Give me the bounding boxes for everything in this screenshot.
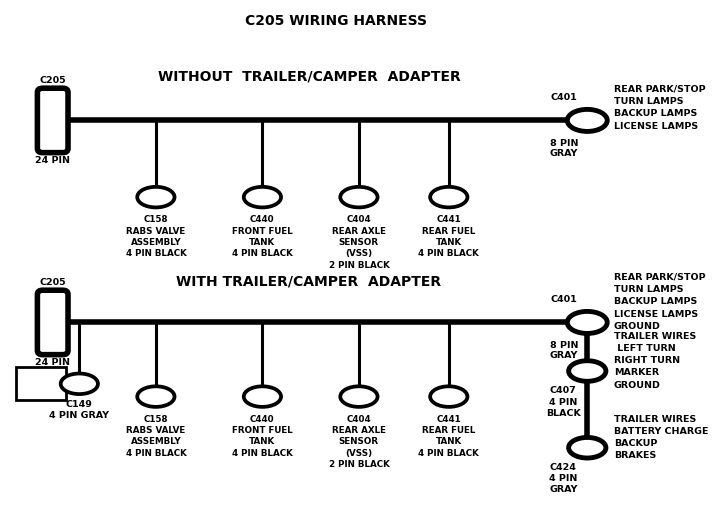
Ellipse shape bbox=[569, 437, 606, 458]
Text: C404
REAR AXLE
SENSOR
(VSS)
2 PIN BLACK: C404 REAR AXLE SENSOR (VSS) 2 PIN BLACK bbox=[328, 415, 390, 469]
Ellipse shape bbox=[341, 187, 377, 207]
Text: C441
REAR FUEL
TANK
4 PIN BLACK: C441 REAR FUEL TANK 4 PIN BLACK bbox=[418, 215, 480, 258]
Text: TRAILER WIRES
 LEFT TURN
RIGHT TURN
MARKER
GROUND: TRAILER WIRES LEFT TURN RIGHT TURN MARKE… bbox=[614, 332, 696, 390]
Text: GRAY: GRAY bbox=[550, 149, 578, 158]
Text: C149
4 PIN GRAY: C149 4 PIN GRAY bbox=[50, 400, 109, 420]
Text: C424
4 PIN
GRAY: C424 4 PIN GRAY bbox=[549, 463, 577, 494]
Text: C205 WIRING HARNESS: C205 WIRING HARNESS bbox=[245, 13, 427, 28]
Text: C441
REAR FUEL
TANK
4 PIN BLACK: C441 REAR FUEL TANK 4 PIN BLACK bbox=[418, 415, 480, 458]
Text: C205: C205 bbox=[40, 75, 66, 85]
Text: TRAILER WIRES
BATTERY CHARGE
BACKUP
BRAKES: TRAILER WIRES BATTERY CHARGE BACKUP BRAK… bbox=[614, 415, 708, 460]
Text: WITHOUT  TRAILER/CAMPER  ADAPTER: WITHOUT TRAILER/CAMPER ADAPTER bbox=[158, 70, 460, 84]
Text: TRAILER
RELAY
BOX: TRAILER RELAY BOX bbox=[21, 369, 61, 399]
Text: WITH TRAILER/CAMPER  ADAPTER: WITH TRAILER/CAMPER ADAPTER bbox=[176, 275, 441, 288]
Text: C158
RABS VALVE
ASSEMBLY
4 PIN BLACK: C158 RABS VALVE ASSEMBLY 4 PIN BLACK bbox=[125, 215, 186, 258]
Text: GRAY: GRAY bbox=[550, 352, 578, 360]
Ellipse shape bbox=[430, 187, 467, 207]
Text: REAR PARK/STOP
TURN LAMPS
BACKUP LAMPS
LICENSE LAMPS: REAR PARK/STOP TURN LAMPS BACKUP LAMPS L… bbox=[614, 84, 706, 131]
FancyBboxPatch shape bbox=[37, 290, 68, 355]
Text: C440
FRONT FUEL
TANK
4 PIN BLACK: C440 FRONT FUEL TANK 4 PIN BLACK bbox=[232, 215, 293, 258]
Text: C440
FRONT FUEL
TANK
4 PIN BLACK: C440 FRONT FUEL TANK 4 PIN BLACK bbox=[232, 415, 293, 458]
Text: C401: C401 bbox=[551, 93, 577, 102]
Text: 24 PIN: 24 PIN bbox=[35, 358, 71, 367]
Text: C407
4 PIN
BLACK: C407 4 PIN BLACK bbox=[546, 386, 580, 418]
Ellipse shape bbox=[567, 311, 607, 333]
Text: C158
RABS VALVE
ASSEMBLY
4 PIN BLACK: C158 RABS VALVE ASSEMBLY 4 PIN BLACK bbox=[125, 415, 186, 458]
Ellipse shape bbox=[60, 373, 98, 394]
Ellipse shape bbox=[138, 187, 174, 207]
Ellipse shape bbox=[244, 386, 281, 407]
Ellipse shape bbox=[341, 386, 377, 407]
Ellipse shape bbox=[430, 386, 467, 407]
Text: C404
REAR AXLE
SENSOR
(VSS)
2 PIN BLACK: C404 REAR AXLE SENSOR (VSS) 2 PIN BLACK bbox=[328, 215, 390, 270]
Text: 24 PIN: 24 PIN bbox=[35, 156, 71, 165]
FancyBboxPatch shape bbox=[37, 88, 68, 153]
Bar bbox=[16, 367, 66, 401]
Text: REAR PARK/STOP
TURN LAMPS
BACKUP LAMPS
LICENSE LAMPS
GROUND: REAR PARK/STOP TURN LAMPS BACKUP LAMPS L… bbox=[614, 272, 706, 331]
Text: 8 PIN: 8 PIN bbox=[549, 341, 578, 350]
Text: 8 PIN: 8 PIN bbox=[549, 139, 578, 148]
Ellipse shape bbox=[244, 187, 281, 207]
Text: C205: C205 bbox=[40, 278, 66, 286]
Ellipse shape bbox=[567, 110, 607, 131]
Text: C401: C401 bbox=[551, 295, 577, 304]
Ellipse shape bbox=[138, 386, 174, 407]
Ellipse shape bbox=[569, 361, 606, 382]
